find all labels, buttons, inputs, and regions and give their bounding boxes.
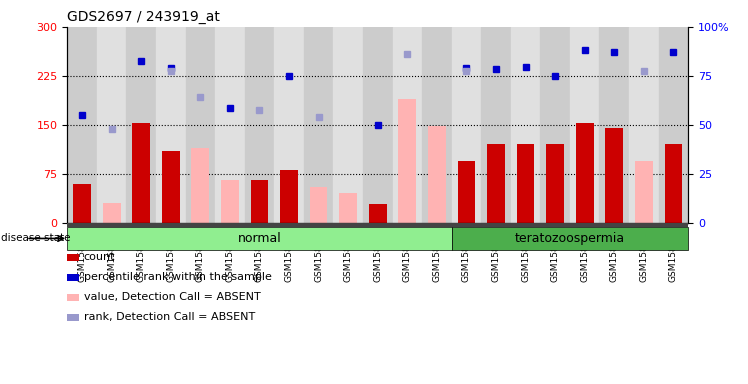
Bar [245,27,275,223]
Bar [310,187,328,223]
Bar [126,27,156,223]
Bar [102,203,120,223]
Bar [629,27,658,223]
Bar [340,193,357,223]
Bar [97,27,126,223]
Bar [304,27,334,223]
Bar [186,27,215,223]
Bar [422,27,452,223]
Bar [191,147,209,223]
Bar [73,184,91,223]
Bar [570,27,599,223]
Bar [452,27,481,223]
Bar [67,27,97,223]
Bar [664,144,682,223]
Bar [576,123,594,223]
Bar [481,27,511,223]
Bar [162,151,180,223]
Bar [540,27,570,223]
Bar [369,204,387,223]
Bar [605,128,623,223]
Bar [511,27,540,223]
Bar [399,99,416,223]
Text: value, Detection Call = ABSENT: value, Detection Call = ABSENT [84,292,260,302]
Text: percentile rank within the sample: percentile rank within the sample [84,272,272,282]
Text: count: count [84,252,115,262]
Bar [251,180,269,223]
Bar [458,161,475,223]
Bar [215,27,245,223]
Text: rank, Detection Call = ABSENT: rank, Detection Call = ABSENT [84,312,255,322]
Bar [280,170,298,223]
Bar [393,27,422,223]
Bar [487,144,505,223]
Text: normal: normal [238,232,281,245]
Bar [275,27,304,223]
Text: GDS2697 / 243919_at: GDS2697 / 243919_at [67,10,220,25]
Bar [599,27,629,223]
Text: disease state: disease state [1,233,71,243]
Bar [546,144,564,223]
Bar [363,27,393,223]
Bar [156,27,186,223]
Bar [428,126,446,223]
Text: teratozoospermia: teratozoospermia [515,232,625,245]
Bar [517,144,534,223]
Bar [132,123,150,223]
Bar [635,161,653,223]
Bar [658,27,688,223]
Bar [334,27,363,223]
Bar [221,180,239,223]
